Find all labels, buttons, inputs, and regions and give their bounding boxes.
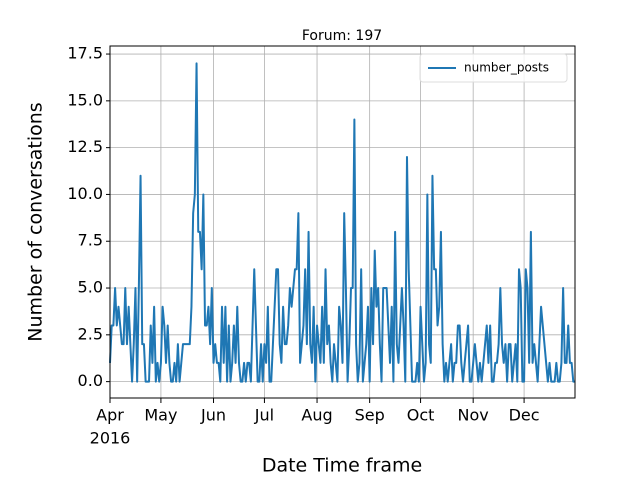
x-year-label: 2016 bbox=[90, 429, 131, 448]
x-tick-label: Dec bbox=[509, 406, 540, 425]
x-tick-label: Nov bbox=[458, 406, 489, 425]
x-tick-label: Jun bbox=[200, 406, 226, 425]
y-axis-label: Number of conversations bbox=[25, 102, 47, 341]
plot-frame bbox=[109, 45, 576, 399]
x-axis-label: Date Time frame bbox=[262, 455, 422, 477]
x-tick-label: Oct bbox=[407, 406, 435, 425]
y-tick-label: 2.5 bbox=[78, 324, 103, 343]
y-tick-label: 17.5 bbox=[67, 44, 103, 63]
y-tick-label: 0.0 bbox=[78, 371, 103, 390]
data-line bbox=[109, 62, 575, 383]
y-tick-label: 10.0 bbox=[67, 184, 103, 203]
y-tick-label: 5.0 bbox=[78, 278, 103, 297]
x-tick-label: Sep bbox=[355, 406, 385, 425]
y-tick-label: 12.5 bbox=[67, 137, 103, 156]
legend-label: number_posts bbox=[464, 61, 549, 75]
x-tick-label: Aug bbox=[301, 406, 332, 425]
x-tick-label: Jul bbox=[254, 406, 274, 425]
x-tick-label: Apr bbox=[96, 406, 124, 425]
legend-box bbox=[419, 53, 568, 83]
chart-title: Forum: 197 bbox=[302, 28, 382, 44]
y-tick-label: 15.0 bbox=[67, 90, 103, 109]
y-tick-label: 7.5 bbox=[78, 231, 103, 250]
x-tick-label: May bbox=[144, 406, 177, 425]
